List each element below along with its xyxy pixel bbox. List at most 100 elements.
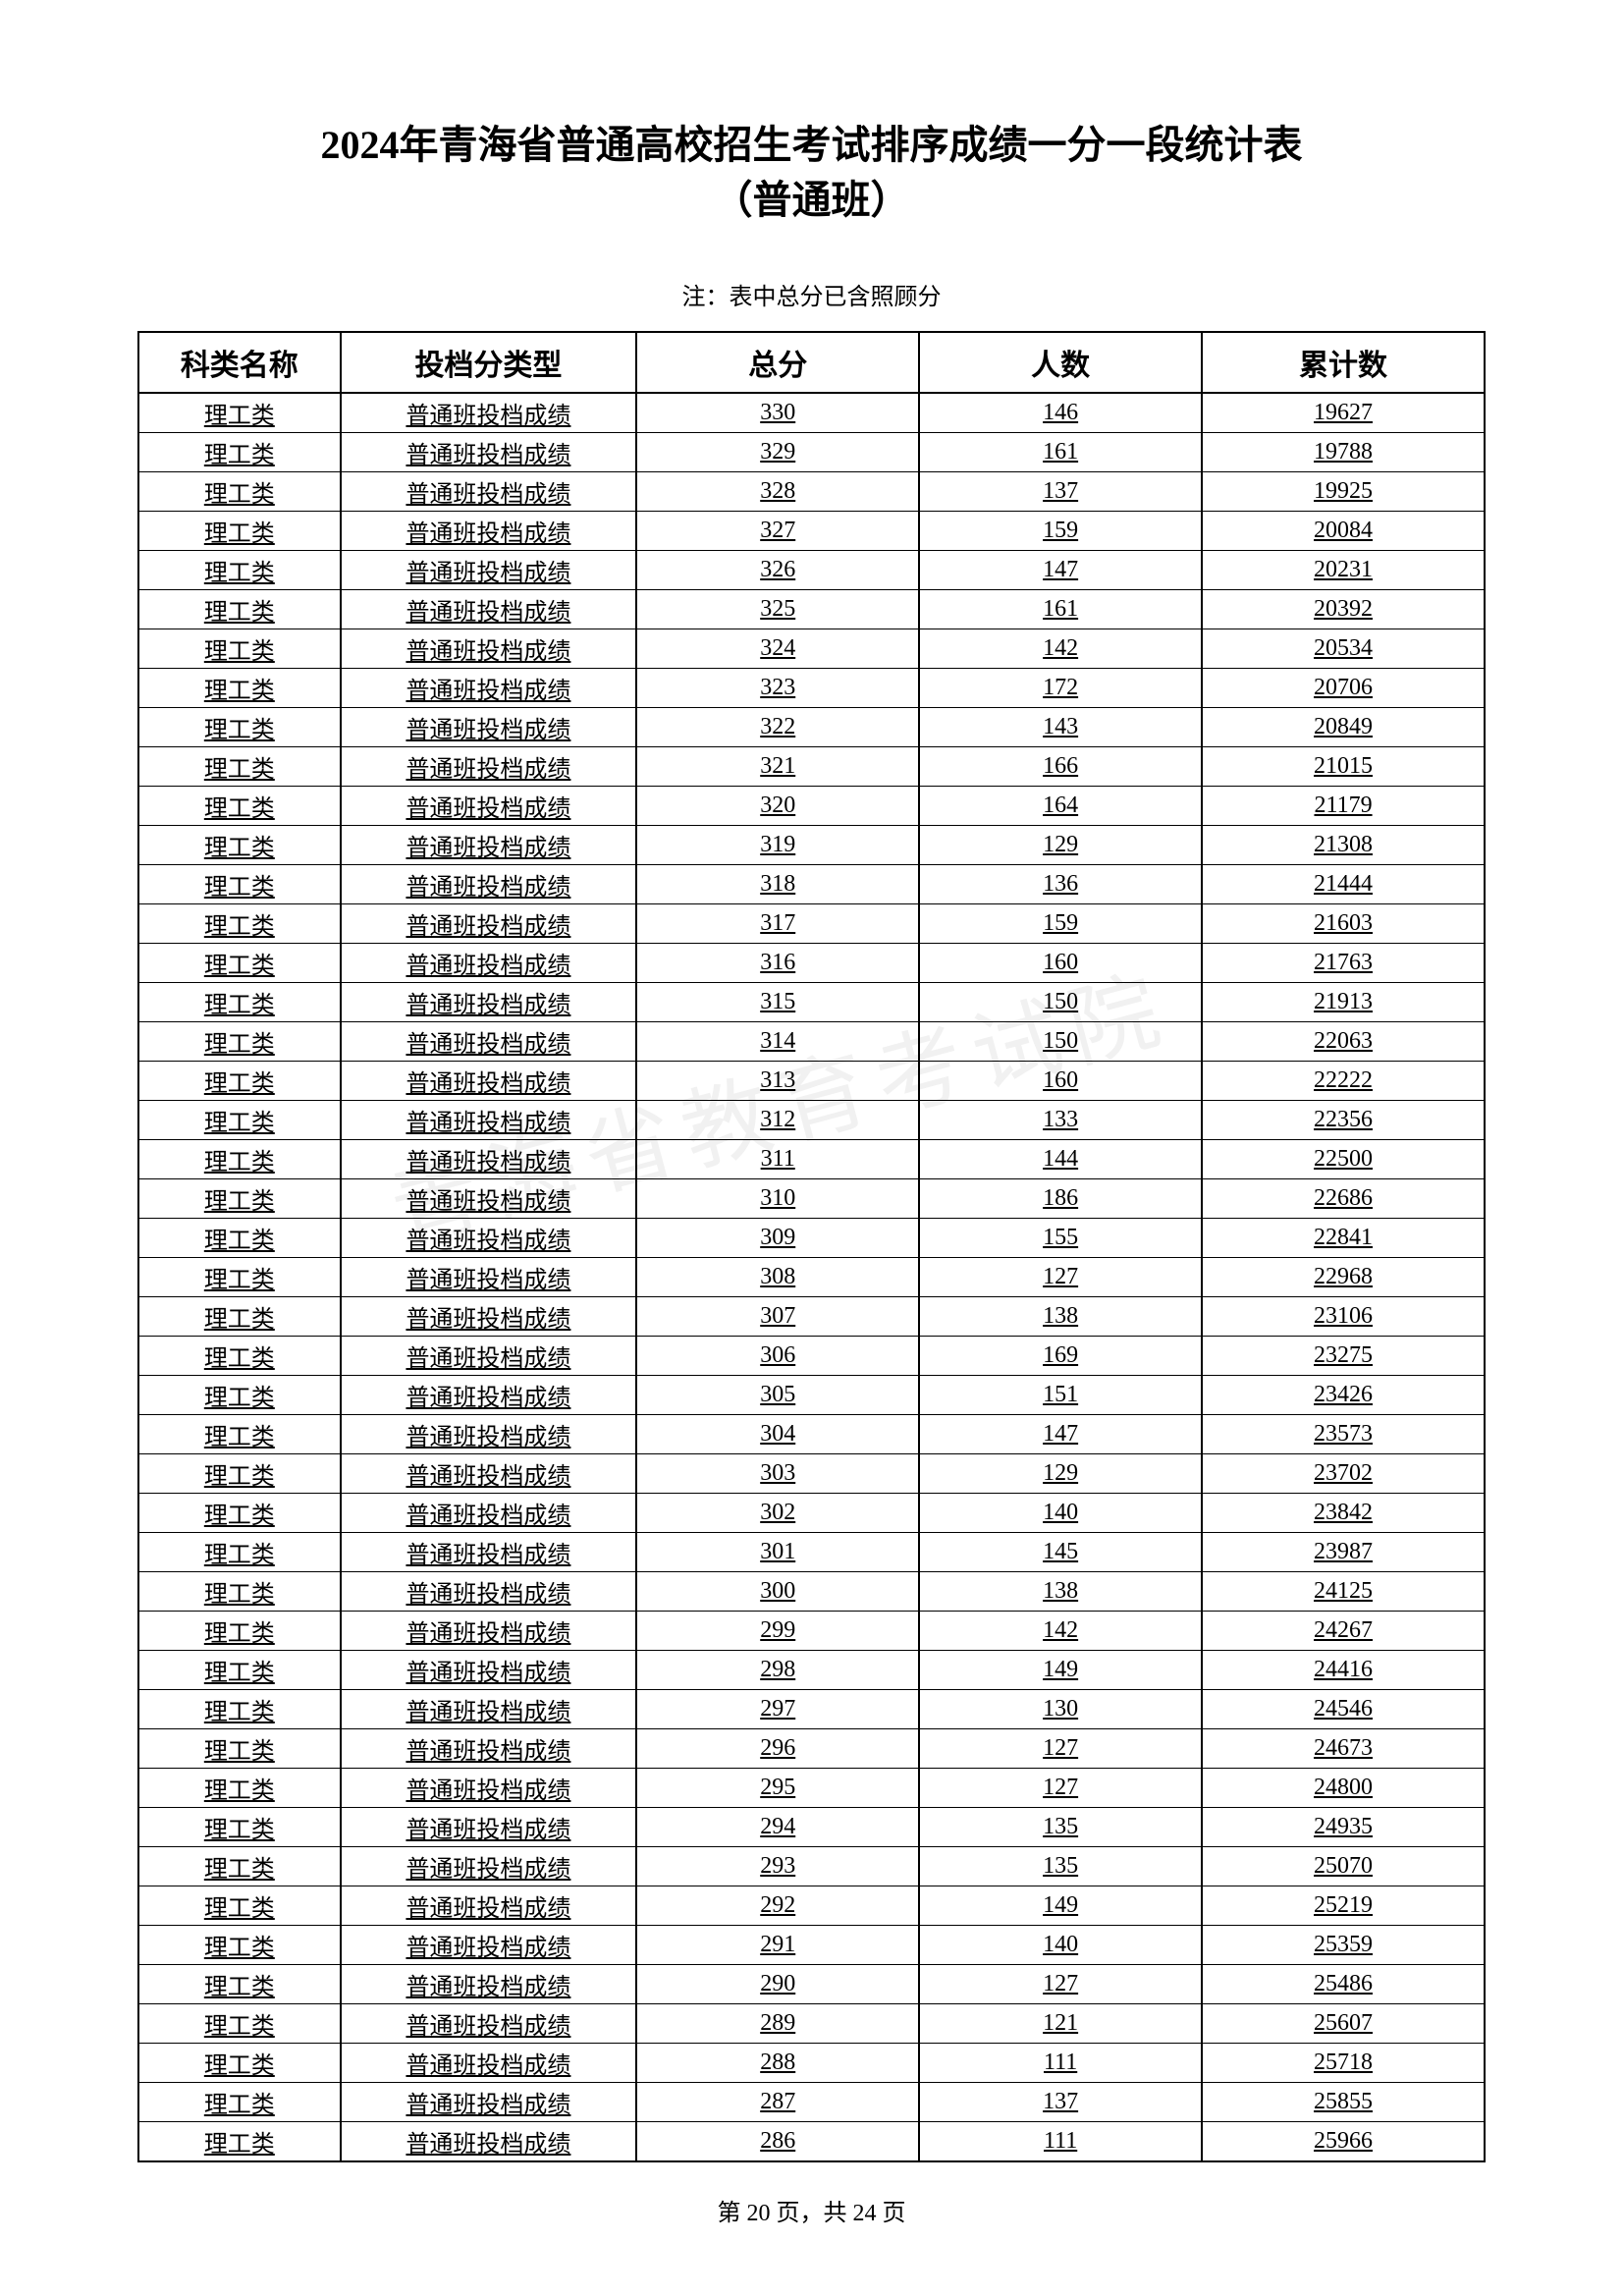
table-cell: 21763 [1202, 944, 1485, 983]
table-cell: 161 [919, 590, 1202, 629]
table-cell: 普通班投档成绩 [341, 1140, 637, 1179]
table-cell: 理工类 [138, 1690, 341, 1729]
table-cell: 290 [636, 1965, 919, 2004]
table-cell: 138 [919, 1572, 1202, 1612]
table-cell: 理工类 [138, 2083, 341, 2122]
table-cell: 129 [919, 826, 1202, 865]
table-cell: 23987 [1202, 1533, 1485, 1572]
table-cell: 理工类 [138, 590, 341, 629]
table-cell: 理工类 [138, 472, 341, 512]
table-cell: 318 [636, 865, 919, 904]
table-cell: 143 [919, 708, 1202, 747]
table-cell: 147 [919, 551, 1202, 590]
table-row: 理工类普通班投档成绩31813621444 [138, 865, 1485, 904]
header-cumulative: 累计数 [1202, 332, 1485, 393]
table-cell: 普通班投档成绩 [341, 1258, 637, 1297]
table-cell: 24125 [1202, 1572, 1485, 1612]
table-cell: 300 [636, 1572, 919, 1612]
title-container: 2024年青海省普通高校招生考试排序成绩一分一段统计表 （普通班） [137, 118, 1486, 228]
table-row: 理工类普通班投档成绩29914224267 [138, 1612, 1485, 1651]
table-row: 理工类普通班投档成绩31715921603 [138, 904, 1485, 944]
table-cell: 普通班投档成绩 [341, 1886, 637, 1926]
table-cell: 287 [636, 2083, 919, 2122]
table-row: 理工类普通班投档成绩29814924416 [138, 1651, 1485, 1690]
table-cell: 160 [919, 944, 1202, 983]
table-row: 理工类普通班投档成绩29612724673 [138, 1729, 1485, 1769]
table-cell: 164 [919, 787, 1202, 826]
table-cell: 142 [919, 1612, 1202, 1651]
table-cell: 23426 [1202, 1376, 1485, 1415]
table-cell: 21179 [1202, 787, 1485, 826]
table-cell: 理工类 [138, 551, 341, 590]
table-row: 理工类普通班投档成绩31316022222 [138, 1062, 1485, 1101]
table-row: 理工类普通班投档成绩29012725486 [138, 1965, 1485, 2004]
table-cell: 20392 [1202, 590, 1485, 629]
table-cell: 22968 [1202, 1258, 1485, 1297]
table-row: 理工类普通班投档成绩30013824125 [138, 1572, 1485, 1612]
table-cell: 普通班投档成绩 [341, 1297, 637, 1337]
table-cell: 21308 [1202, 826, 1485, 865]
table-cell: 普通班投档成绩 [341, 1729, 637, 1769]
table-cell: 22500 [1202, 1140, 1485, 1179]
table-cell: 24935 [1202, 1808, 1485, 1847]
table-row: 理工类普通班投档成绩31018622686 [138, 1179, 1485, 1219]
table-cell: 理工类 [138, 1062, 341, 1101]
table-cell: 140 [919, 1494, 1202, 1533]
table-cell: 理工类 [138, 1494, 341, 1533]
table-cell: 理工类 [138, 708, 341, 747]
table-cell: 23106 [1202, 1297, 1485, 1337]
table-cell: 普通班投档成绩 [341, 2044, 637, 2083]
table-cell: 理工类 [138, 669, 341, 708]
page-current: 20 [747, 2201, 771, 2226]
table-cell: 127 [919, 1769, 1202, 1808]
table-cell: 302 [636, 1494, 919, 1533]
table-cell: 295 [636, 1769, 919, 1808]
table-cell: 169 [919, 1337, 1202, 1376]
table-cell: 普通班投档成绩 [341, 1415, 637, 1454]
table-cell: 129 [919, 1454, 1202, 1494]
table-cell: 理工类 [138, 1022, 341, 1062]
table-cell: 普通班投档成绩 [341, 1651, 637, 1690]
table-row: 理工类普通班投档成绩32414220534 [138, 629, 1485, 669]
table-cell: 22063 [1202, 1022, 1485, 1062]
header-category: 科类名称 [138, 332, 341, 393]
table-cell: 普通班投档成绩 [341, 1101, 637, 1140]
table-cell: 111 [919, 2044, 1202, 2083]
table-cell: 理工类 [138, 629, 341, 669]
table-row: 理工类普通班投档成绩31213322356 [138, 1101, 1485, 1140]
table-cell: 137 [919, 2083, 1202, 2122]
table-cell: 理工类 [138, 1808, 341, 1847]
table-cell: 20706 [1202, 669, 1485, 708]
table-row: 理工类普通班投档成绩30713823106 [138, 1297, 1485, 1337]
table-cell: 294 [636, 1808, 919, 1847]
table-cell: 23275 [1202, 1337, 1485, 1376]
table-cell: 160 [919, 1062, 1202, 1101]
table-cell: 305 [636, 1376, 919, 1415]
table-cell: 317 [636, 904, 919, 944]
table-cell: 普通班投档成绩 [341, 2122, 637, 2162]
table-cell: 25966 [1202, 2122, 1485, 2162]
table-row: 理工类普通班投档成绩29512724800 [138, 1769, 1485, 1808]
table-cell: 22686 [1202, 1179, 1485, 1219]
table-row: 理工类普通班投档成绩29114025359 [138, 1926, 1485, 1965]
table-cell: 普通班投档成绩 [341, 1690, 637, 1729]
table-cell: 159 [919, 904, 1202, 944]
table-cell: 理工类 [138, 1337, 341, 1376]
table-cell: 130 [919, 1690, 1202, 1729]
table-cell: 303 [636, 1454, 919, 1494]
table-cell: 普通班投档成绩 [341, 1454, 637, 1494]
table-row: 理工类普通班投档成绩32516120392 [138, 590, 1485, 629]
table-cell: 普通班投档成绩 [341, 865, 637, 904]
table-row: 理工类普通班投档成绩32813719925 [138, 472, 1485, 512]
table-row: 理工类普通班投档成绩32715920084 [138, 512, 1485, 551]
table-cell: 326 [636, 551, 919, 590]
table-cell: 149 [919, 1651, 1202, 1690]
table-cell: 普通班投档成绩 [341, 669, 637, 708]
table-row: 理工类普通班投档成绩29413524935 [138, 1808, 1485, 1847]
table-cell: 普通班投档成绩 [341, 1612, 637, 1651]
table-cell: 145 [919, 1533, 1202, 1572]
table-cell: 172 [919, 669, 1202, 708]
table-row: 理工类普通班投档成绩30915522841 [138, 1219, 1485, 1258]
table-cell: 普通班投档成绩 [341, 1808, 637, 1847]
table-cell: 20534 [1202, 629, 1485, 669]
